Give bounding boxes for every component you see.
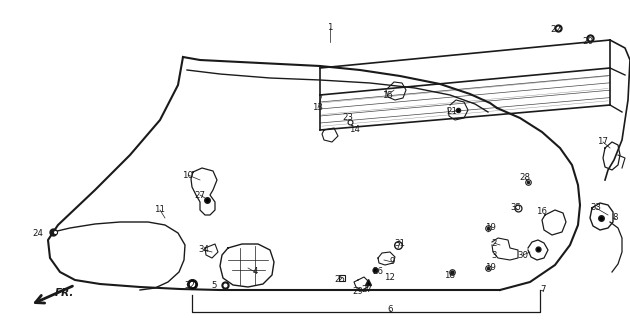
Text: 27: 27 xyxy=(362,285,372,294)
Text: 23: 23 xyxy=(343,114,353,123)
Text: 2: 2 xyxy=(491,238,496,247)
Text: 21: 21 xyxy=(447,108,457,116)
Text: 29: 29 xyxy=(353,287,364,297)
Text: 8: 8 xyxy=(612,213,618,222)
Text: FR.: FR. xyxy=(55,288,74,298)
Text: 27: 27 xyxy=(195,190,205,199)
Text: 25: 25 xyxy=(335,276,345,284)
Text: 17: 17 xyxy=(597,138,609,147)
Text: 10: 10 xyxy=(183,171,193,180)
Text: 33: 33 xyxy=(590,204,602,212)
Text: 1: 1 xyxy=(327,23,333,33)
Text: 14: 14 xyxy=(350,125,360,134)
Text: 34: 34 xyxy=(198,245,210,254)
Text: 15: 15 xyxy=(382,91,394,100)
Text: 20: 20 xyxy=(583,37,593,46)
Text: 12: 12 xyxy=(384,274,396,283)
Text: 3: 3 xyxy=(491,251,496,260)
Text: 9: 9 xyxy=(389,258,394,267)
Text: 7: 7 xyxy=(541,285,546,294)
Text: 22: 22 xyxy=(551,26,561,35)
Text: 6: 6 xyxy=(387,306,392,315)
Text: 32: 32 xyxy=(185,281,195,290)
Text: 35: 35 xyxy=(510,204,522,212)
Text: 19: 19 xyxy=(484,223,495,233)
Text: 16: 16 xyxy=(537,207,547,217)
Text: 11: 11 xyxy=(154,205,166,214)
Text: 5: 5 xyxy=(211,281,217,290)
Text: 31: 31 xyxy=(394,238,406,247)
Text: 28: 28 xyxy=(520,173,530,182)
Text: 18: 18 xyxy=(445,270,455,279)
Text: 26: 26 xyxy=(372,268,384,276)
Text: 13: 13 xyxy=(312,103,323,113)
Text: 24: 24 xyxy=(33,228,43,237)
Text: 19: 19 xyxy=(484,263,495,273)
Text: 4: 4 xyxy=(252,268,258,276)
Text: 30: 30 xyxy=(517,251,529,260)
